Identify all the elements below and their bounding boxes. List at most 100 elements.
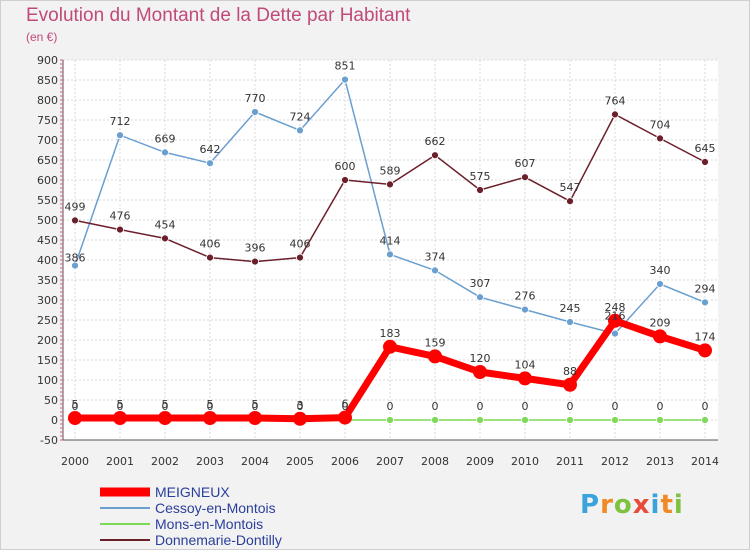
data-label: 183 (380, 327, 401, 340)
data-label: 476 (110, 210, 131, 223)
data-label: 662 (425, 135, 446, 148)
data-point (521, 173, 529, 182)
data-point (698, 343, 712, 358)
data-point (611, 110, 619, 119)
data-label: 406 (200, 238, 221, 251)
data-point (518, 371, 532, 386)
data-point (611, 416, 619, 424)
x-tick-label: 2011 (556, 455, 584, 468)
data-label: 0 (252, 400, 259, 413)
y-tick-label: 150 (37, 354, 58, 367)
data-label: 174 (695, 330, 716, 343)
data-label: 0 (297, 400, 304, 413)
y-tick-label: 450 (37, 234, 58, 247)
data-point (566, 318, 574, 326)
data-point (293, 411, 307, 426)
data-point (383, 339, 397, 354)
x-tick-label: 2005 (286, 455, 314, 468)
data-point (653, 329, 667, 344)
legend-label: MEIGNEUX (155, 484, 230, 500)
legend-label: Donnemarie-Dontilly (155, 532, 282, 548)
data-point (113, 411, 127, 425)
data-label: 0 (117, 400, 124, 413)
data-label: 120 (470, 352, 491, 365)
data-label: 396 (245, 242, 266, 255)
logo-letter: i (650, 490, 661, 520)
legend-swatch (100, 487, 150, 497)
y-tick-label: 500 (37, 214, 58, 227)
data-point (431, 416, 439, 424)
y-tick-label: 50 (44, 394, 58, 407)
y-tick-label: 400 (37, 254, 58, 267)
data-label: 642 (200, 143, 221, 156)
data-label: 770 (245, 92, 266, 105)
data-point (206, 253, 214, 262)
data-label: 0 (522, 400, 529, 413)
data-label: 5 (162, 398, 169, 411)
logo-letter: i (673, 490, 684, 520)
data-point (296, 253, 304, 262)
data-label: 88 (563, 365, 577, 378)
y-tick-label: 300 (37, 294, 58, 307)
data-label: 851 (335, 60, 356, 73)
y-tick-label: -50 (40, 434, 58, 447)
data-point (116, 131, 124, 140)
data-point (161, 148, 169, 157)
x-tick-label: 2012 (601, 455, 629, 468)
data-label: 0 (342, 400, 349, 413)
legend-swatch (100, 539, 150, 541)
data-point (68, 411, 82, 425)
data-label: 6 (342, 398, 349, 411)
chart-title: Evolution du Montant de la Dette par Hab… (26, 5, 411, 26)
data-label: 374 (425, 250, 446, 263)
data-point (71, 216, 79, 225)
data-label: 406 (290, 238, 311, 251)
data-point (701, 416, 709, 424)
x-tick-label: 2009 (466, 455, 494, 468)
x-tick-label: 2000 (61, 455, 89, 468)
data-label: 248 (605, 301, 626, 314)
data-label: 0 (432, 400, 439, 413)
data-label: 704 (650, 118, 671, 131)
y-tick-label: 850 (37, 74, 58, 87)
data-label: 0 (702, 400, 709, 413)
data-label: 5 (72, 398, 79, 411)
proxiti-logo: Proxiti (580, 490, 684, 520)
logo-letter: x (632, 490, 651, 520)
y-tick-label: 550 (37, 194, 58, 207)
y-tick-label: 0 (51, 414, 58, 427)
data-label: 294 (695, 282, 716, 295)
data-point (341, 176, 349, 184)
y-tick-label: 650 (37, 154, 58, 167)
x-tick-label: 2014 (691, 455, 719, 468)
data-point (473, 365, 487, 379)
data-label: 0 (162, 400, 169, 413)
y-tick-label: 600 (37, 174, 58, 187)
x-tick-label: 2004 (241, 455, 269, 468)
y-tick-label: 100 (37, 374, 58, 387)
y-tick-label: 750 (37, 114, 58, 127)
x-tick-label: 2008 (421, 455, 449, 468)
data-labels: 386 712 669 642 770 724 851 414 374 307 276 245 216 3… (65, 60, 716, 413)
data-label: 0 (387, 400, 394, 413)
data-point (521, 305, 529, 314)
data-point (476, 416, 484, 424)
x-tick-label: 2010 (511, 455, 539, 468)
legend-swatch (100, 523, 150, 525)
y-tick-label: 700 (37, 134, 58, 147)
data-label: 0 (207, 400, 214, 413)
data-label: 5 (117, 398, 124, 411)
data-label: 724 (290, 110, 311, 123)
data-point (656, 416, 664, 424)
data-label: 669 (155, 132, 176, 145)
data-point (206, 159, 214, 168)
data-label: 600 (335, 160, 356, 173)
data-point (161, 234, 169, 243)
data-point (608, 313, 622, 328)
data-point (71, 261, 79, 270)
data-point (431, 151, 439, 160)
data-label: 340 (650, 264, 671, 277)
data-label: 3 (297, 399, 304, 412)
data-point (611, 329, 619, 338)
data-point (386, 416, 394, 424)
